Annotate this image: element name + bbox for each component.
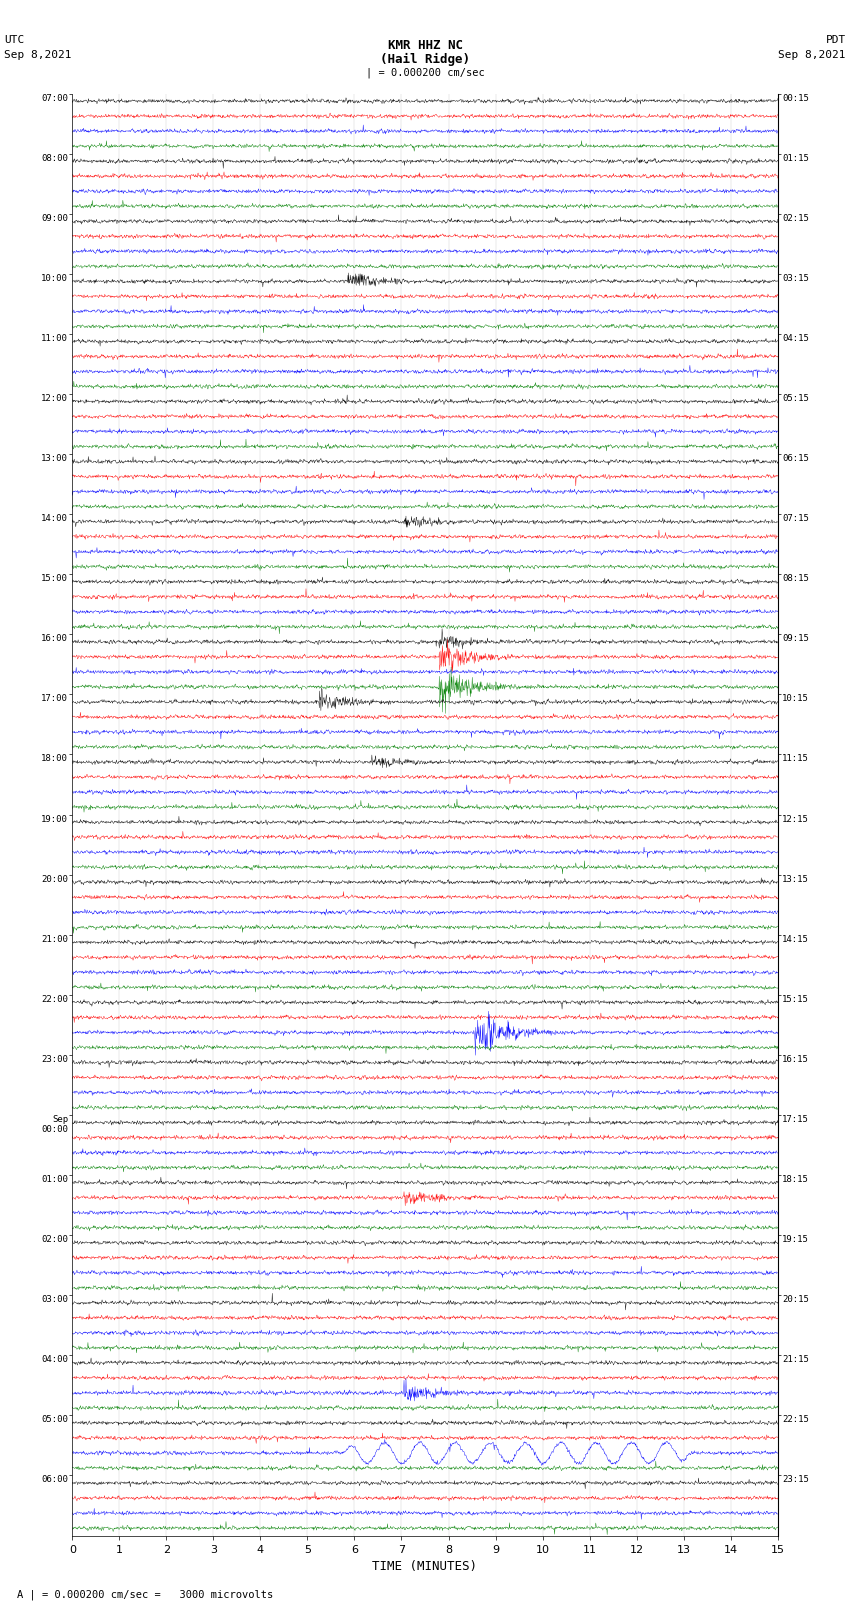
Text: UTC: UTC: [4, 35, 25, 45]
Text: A | = 0.000200 cm/sec =   3000 microvolts: A | = 0.000200 cm/sec = 3000 microvolts: [17, 1589, 273, 1600]
Text: (Hail Ridge): (Hail Ridge): [380, 53, 470, 66]
Text: Sep 8,2021: Sep 8,2021: [4, 50, 71, 60]
X-axis label: TIME (MINUTES): TIME (MINUTES): [372, 1560, 478, 1573]
Text: Sep 8,2021: Sep 8,2021: [779, 50, 846, 60]
Text: PDT: PDT: [825, 35, 846, 45]
Text: | = 0.000200 cm/sec: | = 0.000200 cm/sec: [366, 68, 484, 79]
Text: KMR HHZ NC: KMR HHZ NC: [388, 39, 462, 52]
